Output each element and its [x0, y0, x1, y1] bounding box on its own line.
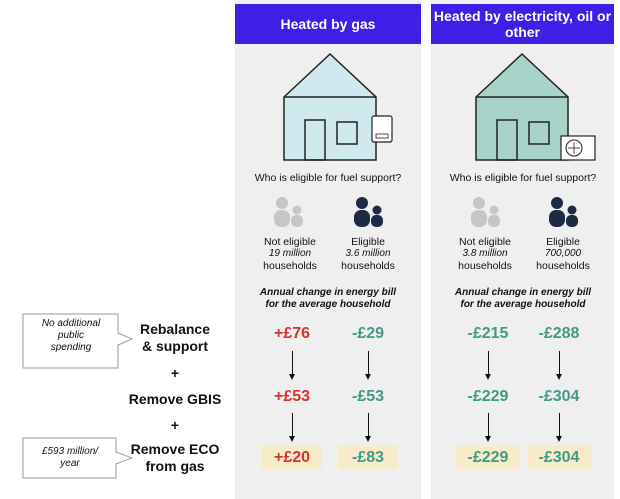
- gas-header: Heated by gas: [235, 4, 421, 44]
- gas-house-icon: [283, 52, 393, 161]
- value-gas-eligible-gbis: -£53: [351, 388, 385, 405]
- arrow-down: [556, 413, 562, 442]
- electric-not-eligible-label: Not eligible 3.8 million households: [458, 236, 512, 272]
- electric-eligible-label: Eligible 700,000 households: [536, 236, 590, 272]
- heat-pump-icon: [560, 135, 596, 161]
- no-spending-note: No additional public spending: [41, 318, 101, 353]
- plus-sign: +: [170, 417, 180, 433]
- eligible-person-icon: [549, 197, 578, 227]
- gas-eligible-label: Eligible 3.6 million households: [341, 236, 395, 272]
- electric-question: Who is eligible for fuel support?: [449, 172, 597, 184]
- value-elec-eligible-rebalance: -£288: [538, 325, 580, 342]
- row-label-rebalance: Rebalance & support: [139, 321, 211, 354]
- arrow-down: [485, 351, 491, 380]
- gas-not-eligible-label: Not eligible 19 million households: [263, 236, 317, 272]
- electric-header: Heated by electricity, oil or other: [431, 4, 614, 44]
- cost-note-box: [22, 437, 134, 479]
- no-spending-note-box: [22, 313, 134, 369]
- row-label-eco: Remove ECO from gas: [130, 441, 220, 474]
- not-eligible-person-icon: [471, 197, 500, 227]
- boiler-icon: [371, 115, 393, 143]
- arrow-down: [556, 351, 562, 380]
- not-eligible-person-icon: [274, 197, 303, 227]
- electric-house-icon: [475, 52, 596, 161]
- arrow-down: [365, 351, 371, 380]
- arrow-down: [289, 413, 295, 442]
- value-elec-not-eligible-rebalance: -£215: [467, 325, 509, 342]
- value-gas-eligible-rebalance: -£29: [351, 325, 385, 342]
- value-elec-eligible-eco: -£304: [527, 446, 591, 470]
- value-elec-not-eligible-gbis: -£229: [467, 388, 509, 405]
- value-gas-not-eligible-eco: +£20: [262, 446, 322, 470]
- gas-annotation: Annual change in energy bill for the ave…: [259, 287, 397, 310]
- arrow-down: [485, 413, 491, 442]
- cost-note: £593 million/ year: [41, 446, 99, 469]
- row-label-gbis: Remove GBIS: [128, 391, 222, 407]
- value-gas-not-eligible-rebalance: +£76: [273, 325, 311, 342]
- electric-annotation: Annual change in energy bill for the ave…: [454, 287, 592, 310]
- value-gas-eligible-eco: -£83: [338, 446, 398, 470]
- eligible-person-icon: [354, 197, 383, 227]
- arrow-down: [289, 351, 295, 380]
- arrow-down: [365, 413, 371, 442]
- plus-sign: +: [170, 365, 180, 381]
- value-gas-not-eligible-gbis: +£53: [273, 388, 311, 405]
- value-elec-not-eligible-eco: -£229: [456, 446, 520, 470]
- value-elec-eligible-gbis: -£304: [538, 388, 580, 405]
- gas-question: Who is eligible for fuel support?: [254, 172, 402, 184]
